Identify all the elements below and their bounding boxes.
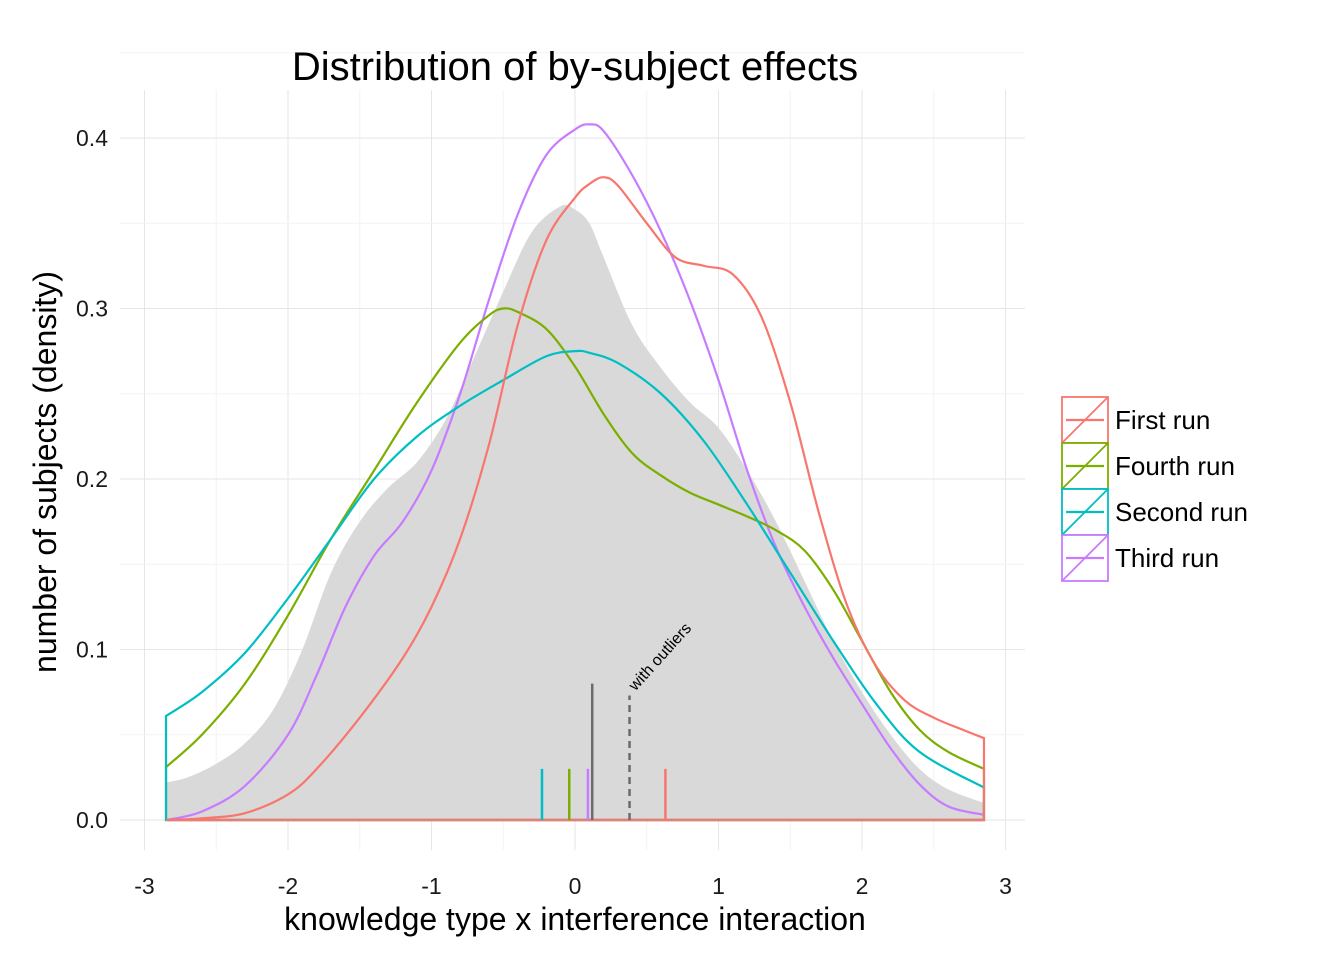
density-line-first-run [165, 176, 986, 822]
x-tick-label: 3 [999, 873, 1012, 899]
y-tick-label: 0.2 [76, 466, 108, 492]
x-axis-title: knowledge type x interference interactio… [284, 901, 866, 937]
y-tick-label: 0.3 [76, 296, 108, 322]
legend-key-fourth-run [1061, 442, 1109, 490]
y-tick-label: 0.4 [76, 125, 108, 151]
y-axis-title: number of subjects (density) [27, 271, 63, 673]
legend: First run Fourth run Second run Third run [1061, 396, 1248, 582]
x-tick-label: -3 [134, 873, 154, 899]
density-line-third-run [165, 123, 986, 822]
legend-label: Fourth run [1115, 451, 1235, 481]
chart-title: Distribution of by-subject effects [292, 45, 858, 89]
legend-key-second-run [1061, 488, 1109, 536]
y-axis-ticks: 0.0 0.1 0.2 0.3 0.4 [76, 125, 108, 833]
mean-markers [540, 683, 667, 820]
x-axis-ticks: -3 -2 -1 0 1 2 3 [134, 873, 1012, 899]
y-tick-label: 0.1 [76, 637, 108, 663]
legend-key-third-run [1061, 534, 1109, 582]
legend-label: Second run [1115, 497, 1248, 527]
series-density-lines [164, 123, 986, 822]
y-tick-label: 0.0 [76, 807, 108, 833]
legend-key-first-run [1061, 396, 1109, 444]
density-line-second-run [164, 349, 986, 822]
overall-density-area [166, 204, 984, 821]
x-tick-label: -1 [421, 873, 441, 899]
x-tick-label: 2 [856, 873, 869, 899]
x-tick-label: 1 [712, 873, 725, 899]
legend-label: Third run [1115, 543, 1219, 573]
x-tick-label: 0 [569, 873, 582, 899]
legend-label: First run [1115, 405, 1210, 435]
overall-density-area-shape [166, 204, 984, 821]
x-tick-label: -2 [278, 873, 298, 899]
